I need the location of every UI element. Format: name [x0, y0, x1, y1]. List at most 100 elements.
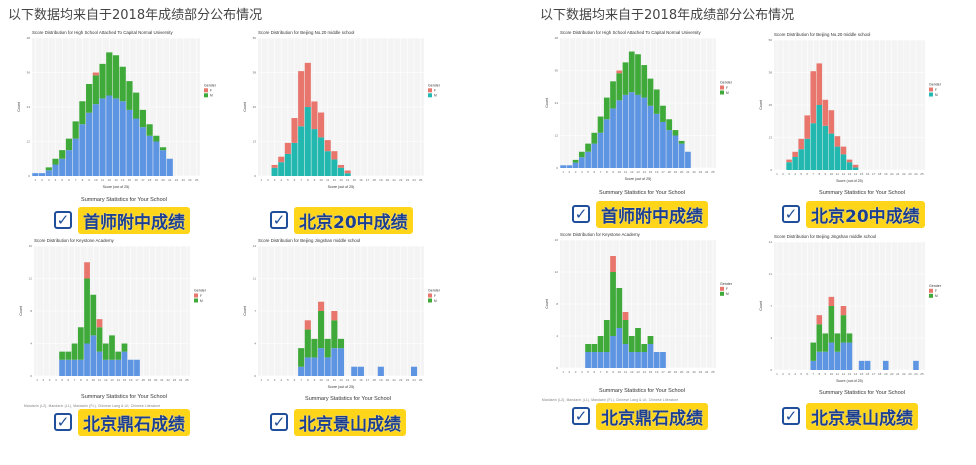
legend-title: Gender [194, 289, 207, 293]
bar-m-5 [585, 143, 591, 152]
bar-m-18 [146, 124, 153, 136]
bar-blue-16 [357, 366, 364, 376]
bar-blue-15 [126, 109, 133, 176]
x-tick-label: 23 [173, 378, 177, 382]
x-tick-label: 7 [812, 172, 814, 176]
x-tick-label: 21 [392, 178, 396, 182]
bar-f-8 [816, 63, 823, 105]
x-tick-label: 20 [386, 178, 390, 182]
x-tick-label: 10 [830, 172, 834, 176]
x-tick-label: 25 [419, 178, 423, 182]
x-tick-label: 25 [711, 170, 715, 174]
legend-swatch [929, 87, 933, 92]
bar-teal-8 [816, 105, 823, 170]
x-tick-label: 15 [649, 170, 653, 174]
bar-m-13 [109, 335, 115, 360]
bar-teal-12 [840, 154, 847, 170]
bar-m-13 [846, 333, 853, 343]
x-tick-label: 24 [412, 378, 416, 382]
bar-teal-4 [278, 162, 285, 176]
bar-m-16 [133, 92, 140, 119]
y-tick-label: 11 [769, 272, 772, 276]
bar-f-12 [840, 146, 847, 155]
bar-m-11 [834, 333, 841, 352]
legend-label: F [434, 89, 436, 93]
bar-blue-11 [622, 94, 629, 168]
x-tick-label: 22 [175, 178, 179, 182]
x-tick-label: 24 [705, 370, 709, 374]
bar-blue-8 [304, 357, 311, 376]
x-tick-label: 13 [339, 378, 343, 382]
y-axis-label: Count [19, 306, 23, 316]
x-tick-label: 5 [587, 170, 589, 174]
badge-text: 北京景山成绩 [294, 408, 406, 436]
bar-f-10 [92, 72, 99, 76]
y-axis-label: Count [545, 299, 549, 309]
chart-jingshan: Score Distribution for Beijing Jingshan … [759, 234, 942, 383]
chart-keystone: Score Distribution for Keystone Academy1… [545, 232, 733, 374]
legend-title: Gender [204, 83, 217, 87]
x-tick-label: 3 [788, 172, 790, 176]
x-tick-label: 13 [636, 170, 640, 174]
summary-label: Summary Statistics for Your School [599, 190, 685, 196]
bar-f-8 [304, 320, 311, 330]
chart-title: Score Distribution for Beijing Jingshan … [258, 238, 360, 243]
legend-label: F [210, 89, 212, 93]
bar-teal-4 [792, 157, 798, 170]
y-tick-label: 0 [30, 374, 32, 378]
summary-label: Summary Statistics for Your School [81, 394, 167, 400]
legend-label: M [210, 94, 213, 98]
bar-blue-21 [685, 151, 691, 168]
x-tick-label: 8 [606, 370, 608, 374]
badge-beijing-20: 北京20中成绩 [270, 206, 413, 234]
bar-blue-17 [139, 127, 146, 176]
x-tick-label: 8 [307, 178, 309, 182]
bar-blue-4 [52, 164, 59, 176]
bar-f-10 [616, 70, 623, 74]
bar-f-4 [792, 151, 798, 157]
bar-blue-9 [84, 343, 90, 376]
legend-swatch [929, 293, 933, 298]
bar-f-12 [331, 311, 338, 321]
bar-f-13 [337, 164, 345, 168]
bar-blue-3 [572, 162, 579, 168]
x-tick-label: 25 [185, 378, 189, 382]
legend-label: F [200, 294, 202, 298]
bar-blue-17 [660, 121, 666, 168]
y-tick-label: 0 [556, 166, 558, 170]
x-tick-label: 15 [353, 378, 357, 382]
badge-keystone: 北京鼎石成绩 [54, 408, 190, 436]
x-tick-label: 10 [92, 378, 96, 382]
x-tick-label: 23 [908, 372, 912, 376]
bar-f-10 [828, 110, 835, 134]
legend-label: M [935, 93, 938, 97]
x-tick-label: 11 [836, 372, 839, 376]
bar-m-9 [822, 333, 829, 352]
badge-text: 北京20中成绩 [294, 206, 413, 234]
y-tick-label: 24 [27, 105, 31, 109]
x-tick-label: 1 [562, 170, 564, 174]
bar-m-8 [816, 324, 823, 352]
x-tick-label: 11 [326, 178, 329, 182]
y-tick-label: 4 [770, 336, 772, 340]
y-tick-label: 36 [555, 69, 559, 73]
x-tick-label: 16 [655, 170, 659, 174]
bar-blue-24 [913, 360, 919, 370]
x-tick-label: 1 [35, 178, 37, 182]
bar-m-7 [298, 348, 305, 367]
bar-blue-5 [59, 359, 65, 376]
x-tick-label: 8 [307, 378, 309, 382]
summary-label: Summary Statistics for Your School [305, 396, 391, 402]
bar-blue-11 [324, 357, 331, 376]
bar-m-10 [92, 75, 99, 105]
x-tick-label: 6 [806, 172, 808, 176]
x-tick-label: 24 [914, 172, 918, 176]
x-tick-label: 6 [806, 372, 808, 376]
x-tick-label: 9 [88, 178, 90, 182]
bar-blue-1 [560, 165, 566, 168]
x-tick-label: 7 [75, 178, 77, 182]
x-tick-label: 3 [274, 378, 276, 382]
bar-blue-5 [59, 158, 66, 176]
bar-blue-7 [810, 360, 817, 370]
legend-swatch [428, 298, 432, 303]
